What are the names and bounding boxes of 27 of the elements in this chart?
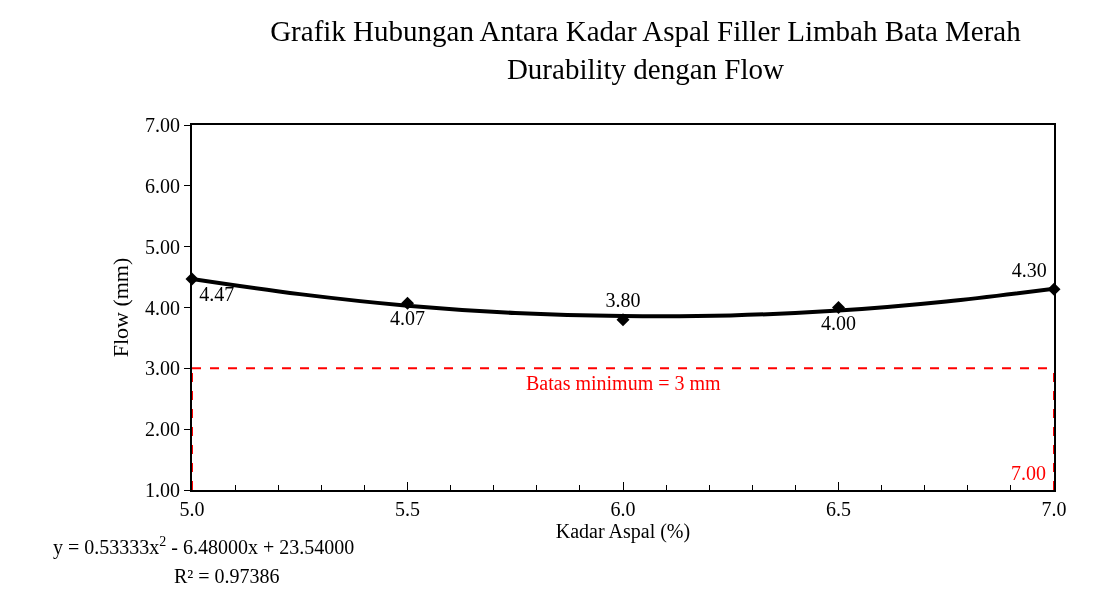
x-tick-label: 6.5 <box>826 498 851 520</box>
data-label: 4.30 <box>1011 259 1047 281</box>
data-label: 4.00 <box>821 311 856 334</box>
text: R² = 0.97386 <box>174 565 280 587</box>
x-tick-label: 5.5 <box>395 498 420 520</box>
x-tick-label: 5.0 <box>179 498 205 520</box>
ref-line-label: 7.00 <box>1011 462 1046 484</box>
y-tick-label: 6.00 <box>145 174 180 197</box>
y-tick-label: 5.00 <box>145 235 180 258</box>
ref-line-label: Batas minimum = 3 mm <box>526 372 722 394</box>
point <box>832 301 845 314</box>
text: y = 0.53333x$^{2}$ - 6.48000x + 23.54000 <box>53 534 355 560</box>
point <box>616 313 630 327</box>
x-tick-label: 7.0 <box>1041 498 1067 520</box>
data-label: 4.07 <box>390 307 425 330</box>
y-tick-label: 1.00 <box>145 479 180 501</box>
data-label: 4.47 <box>199 283 235 306</box>
chart-title: Grafik Hubungan Antara Kadar Aspal Filler Limbah Bata Merah Durability dengan Flow <box>270 15 1022 86</box>
y-axis-title: Flow (mm) <box>108 257 134 358</box>
x-axis-title: Kadar Aspal (%) <box>555 520 691 543</box>
y-tick-label: 7.00 <box>145 114 180 136</box>
y-tick-label: 2.00 <box>145 418 180 441</box>
y-tick-label: 4.00 <box>145 296 180 319</box>
y-tick-label: 3.00 <box>145 357 180 380</box>
x-tick-label: 6.0 <box>610 498 636 520</box>
data-label: 3.80 <box>605 289 641 312</box>
point <box>401 296 414 310</box>
